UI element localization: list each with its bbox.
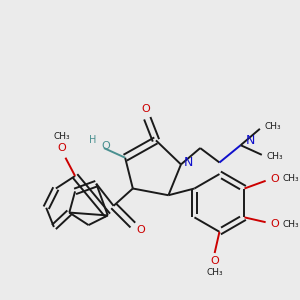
Text: CH₃: CH₃	[283, 174, 300, 183]
Text: O: O	[57, 143, 66, 153]
Text: O: O	[210, 256, 219, 266]
Text: CH₃: CH₃	[53, 132, 70, 141]
Text: H: H	[89, 135, 96, 146]
Text: O: O	[136, 225, 145, 235]
Text: O: O	[271, 174, 279, 184]
Text: O: O	[101, 141, 110, 151]
Text: O: O	[271, 219, 279, 229]
Text: O: O	[141, 103, 150, 114]
Text: N: N	[245, 134, 255, 147]
Text: CH₃: CH₃	[206, 268, 223, 277]
Text: CH₃: CH₃	[267, 152, 283, 161]
Text: CH₃: CH₃	[265, 122, 281, 131]
Text: CH₃: CH₃	[283, 220, 300, 229]
Text: N: N	[184, 156, 193, 169]
